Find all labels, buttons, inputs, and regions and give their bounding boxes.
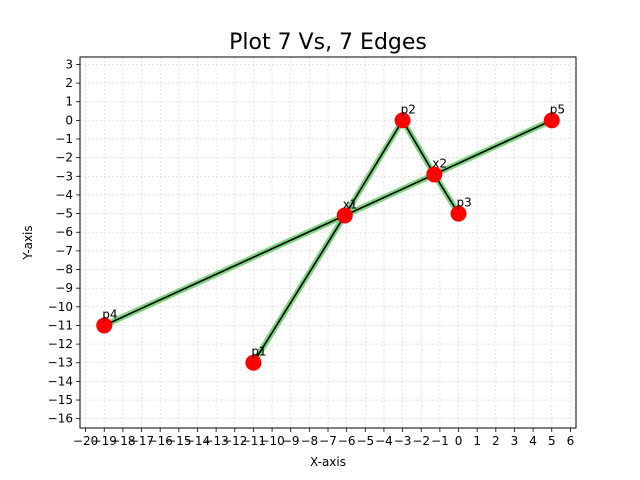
x-tick-label: −1 (431, 434, 449, 448)
x-tick-label: −17 (129, 434, 154, 448)
y-axis-label: Y-axis (21, 225, 35, 260)
x-tick-label: −10 (259, 434, 284, 448)
points (96, 112, 560, 371)
y-tick-label: 2 (65, 76, 73, 90)
point-label-p1: p1 (251, 345, 266, 359)
x-tick-label: 0 (455, 434, 463, 448)
point-p4 (96, 317, 113, 334)
x-tick-label: −15 (166, 434, 191, 448)
y-tick-label: −4 (55, 188, 73, 202)
edge-p4-x1 (103, 214, 346, 327)
point-p1 (245, 354, 262, 371)
x-tick-label: −3 (394, 434, 412, 448)
point-label-p3: p3 (457, 196, 472, 210)
y-tick-label: −6 (55, 225, 73, 239)
x-tick-label: −2 (412, 434, 430, 448)
x-tick-label: −19 (92, 434, 117, 448)
edge-p2-x2 (401, 119, 435, 175)
x-tick-label: −4 (375, 434, 393, 448)
y-tick-label: −16 (48, 412, 73, 426)
x-tick-label: −14 (185, 434, 210, 448)
y-tick-label: 3 (65, 57, 73, 71)
point-p2 (394, 112, 411, 129)
y-tick-label: −10 (48, 300, 73, 314)
y-tick-label: −15 (48, 393, 73, 407)
x-tick-label: −7 (319, 434, 337, 448)
x-tick-label: −9 (282, 434, 300, 448)
edge-x1-p2 (344, 119, 404, 216)
x-tick-label: −6 (338, 434, 356, 448)
x-tick-label: 1 (473, 434, 481, 448)
x-ticks: −20−19−18−17−16−15−14−13−12−11−10−9 −8 −7−… (73, 428, 574, 448)
point-label-p4: p4 (102, 307, 117, 321)
x-tick-label: −20 (73, 434, 98, 448)
x-tick-label: 5 (548, 434, 556, 448)
point-p3 (450, 205, 467, 222)
y-tick-label: 0 (65, 113, 73, 127)
x-tick-label: −8 (301, 434, 319, 448)
y-tick-label: 1 (65, 95, 73, 109)
x-tick-label: −18 (110, 434, 135, 448)
x-tick-label: −11 (241, 434, 266, 448)
edge-p1-x1 (252, 215, 346, 364)
x-tick-label: 4 (529, 434, 537, 448)
chart-title: Plot 7 Vs, 7 Edges (229, 30, 427, 55)
y-tick-label: −14 (48, 374, 73, 388)
x-tick-label: 3 (511, 434, 519, 448)
edge-x1-x2 (344, 173, 435, 217)
y-tick-label: −13 (48, 356, 73, 370)
y-tick-label: −8 (55, 263, 73, 277)
y-ticks: 3 2 1 0 −1 −2 −3 −4 −5 −6 −7 −8 −9 −10 −11 −12 −13 −14 −15… (48, 57, 80, 426)
grid (80, 57, 576, 428)
point-label-p2: p2 (401, 102, 416, 116)
y-tick-label: −2 (55, 151, 73, 165)
x-axis-label: X-axis (310, 455, 346, 469)
x-tick-label: −12 (222, 434, 247, 448)
y-tick-label: −9 (55, 281, 73, 295)
point-x2 (426, 166, 443, 183)
y-tick-label: −11 (48, 318, 73, 332)
x-tick-label: 2 (492, 434, 500, 448)
edge-x2-p5 (433, 119, 553, 176)
x-tick-label: −13 (203, 434, 228, 448)
x-tick-label: −16 (148, 434, 173, 448)
y-tick-label: −5 (55, 207, 73, 221)
x-tick-label: −5 (356, 434, 374, 448)
point-labels: p1 p2 p3 p4 p5 x1 x2 (102, 102, 565, 358)
point-x1 (336, 207, 353, 224)
point-label-x1: x1 (343, 197, 358, 211)
y-tick-label: −7 (55, 244, 73, 258)
point-label-x2: x2 (432, 156, 447, 170)
point-p5 (543, 112, 560, 129)
x-tick-label: 6 (567, 434, 575, 448)
y-tick-label: −12 (48, 337, 73, 351)
y-tick-label: −1 (55, 132, 73, 146)
point-label-p5: p5 (550, 102, 565, 116)
y-tick-label: −3 (55, 169, 73, 183)
